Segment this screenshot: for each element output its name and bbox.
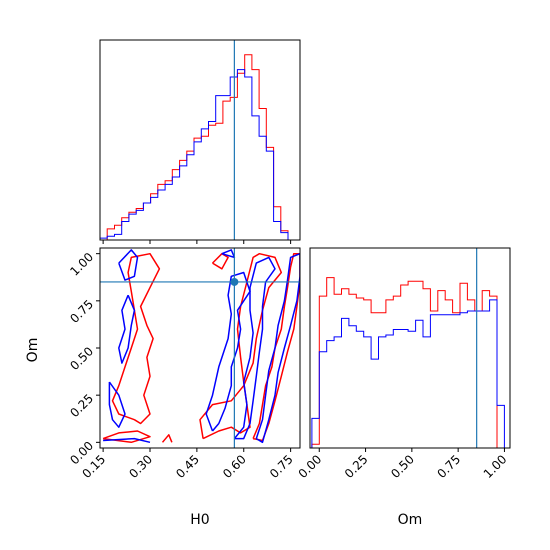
contour-line-6 [255, 252, 300, 444]
contour-line-5 [161, 434, 173, 443]
hist-h0-frame [99, 39, 301, 241]
hist-om-step-blue [311, 299, 505, 448]
hist-h0-panel [99, 39, 301, 244]
contour-line-4 [102, 430, 151, 444]
hist-om-x-tick-label-1: 0.25 [342, 452, 371, 481]
contour-y-label: Om [25, 338, 41, 363]
contour-line-10 [118, 294, 136, 364]
contour-line-13 [221, 249, 236, 259]
hist-om-x-tick-label-0: 0.00 [296, 452, 325, 481]
contour-line-3 [111, 252, 161, 425]
contour-x-ticks: 0.15 0.30 0.45 0.60 0.75 [79, 448, 296, 481]
contour-panel: 0.15 0.30 0.45 0.60 0.75 0.000.250.500.751.0… [25, 247, 301, 528]
contour-x-tick-label-3: 0.60 [220, 452, 249, 481]
hist-om-x-tick-label-3: 0.75 [434, 452, 463, 481]
hist-om-series [311, 277, 505, 448]
hist-om-x-tick-label-4: 1.00 [481, 452, 510, 481]
contour-x-tick-label-2: 0.45 [173, 452, 202, 481]
contour-line-7 [233, 256, 276, 440]
contour-line-9 [118, 249, 139, 281]
hist-om-x-tick-label-2: 0.50 [388, 452, 417, 481]
truth-point [230, 277, 239, 286]
contour-lines [102, 249, 300, 444]
contour-line-12 [103, 437, 151, 444]
contour-x-tick-label-1: 0.30 [126, 452, 155, 481]
contour-y-ticks: 0.000.250.500.751.00 [67, 250, 100, 467]
hist-om-x-ticks: 0.00 0.25 0.50 0.75 1.00 [296, 448, 510, 481]
hist-om-frame [309, 247, 511, 449]
contour-y-tick-label-1: 0.25 [67, 391, 96, 420]
hist-h0-series [100, 54, 289, 240]
contour-x-tick-label-4: 0.75 [267, 452, 296, 481]
contour-y-tick-label-4: 1.00 [67, 250, 96, 279]
contour-line-2 [211, 252, 229, 270]
contour-y-tick-label-2: 0.50 [67, 344, 96, 373]
hist-om-x-label: Om [398, 512, 423, 528]
contour-x-label: H0 [190, 512, 209, 528]
hist-om-step-red [311, 277, 505, 448]
hist-h0-step-red [100, 54, 289, 240]
contour-y-tick-label-3: 0.75 [67, 297, 96, 326]
contour-line-11 [108, 381, 126, 428]
hist-h0-step-blue [100, 69, 289, 240]
hist-om-panel: 0.00 0.25 0.50 0.75 1.00 Om [296, 247, 511, 528]
hist-h0-ticks [102, 240, 292, 244]
